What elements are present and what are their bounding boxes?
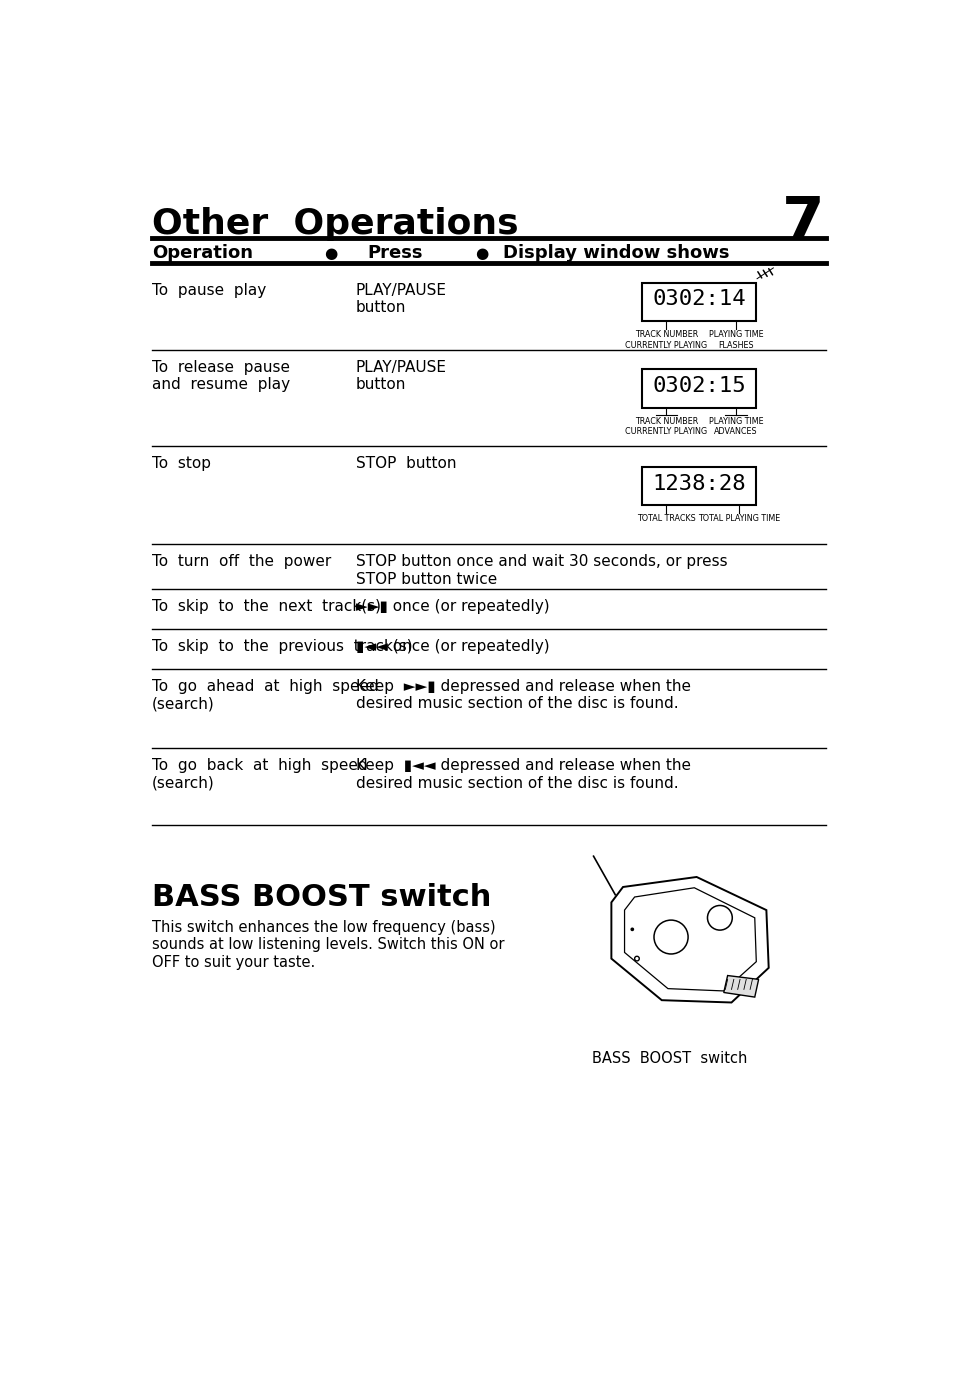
Text: To  turn  off  the  power: To turn off the power <box>152 554 331 569</box>
Text: Press: Press <box>367 244 422 262</box>
Bar <box>641 466 756 505</box>
Text: Other  Operations: Other Operations <box>152 207 517 241</box>
Text: STOP button once and wait 30 seconds, or press
STOP button twice: STOP button once and wait 30 seconds, or… <box>355 554 726 587</box>
Text: To  release  pause
and  resume  play: To release pause and resume play <box>152 359 290 393</box>
Text: To  skip  to  the  previous  track(s): To skip to the previous track(s) <box>152 639 412 654</box>
Text: PLAY/PAUSE
button: PLAY/PAUSE button <box>355 359 446 393</box>
Text: STOP  button: STOP button <box>355 455 456 470</box>
Text: 0302:15: 0302:15 <box>652 376 745 397</box>
Text: 1238:28: 1238:28 <box>652 473 745 494</box>
Text: ●: ● <box>324 245 337 260</box>
Text: To  go  ahead  at  high  speed
(search): To go ahead at high speed (search) <box>152 679 378 711</box>
Text: To  stop: To stop <box>152 455 211 470</box>
Bar <box>641 283 756 322</box>
Text: To  go  back  at  high  speed
(search): To go back at high speed (search) <box>152 759 367 791</box>
Text: TOTAL PLAYING TIME: TOTAL PLAYING TIME <box>698 514 780 523</box>
Text: This switch enhances the low frequency (bass)
sounds at low listening levels. Sw: This switch enhances the low frequency (… <box>152 920 504 970</box>
Text: BASS  BOOST  switch: BASS BOOST switch <box>592 1051 746 1066</box>
Text: PLAYING TIME
ADVANCES: PLAYING TIME ADVANCES <box>708 418 762 436</box>
Text: TRACK NUMBER
CURRENTLY PLAYING: TRACK NUMBER CURRENTLY PLAYING <box>624 330 707 349</box>
Text: BASS BOOST switch: BASS BOOST switch <box>152 883 491 912</box>
Text: Operation: Operation <box>152 244 253 262</box>
Polygon shape <box>723 976 758 997</box>
Text: TOTAL TRACKS: TOTAL TRACKS <box>637 514 695 523</box>
Bar <box>641 369 756 408</box>
Text: To  skip  to  the  next  track(s): To skip to the next track(s) <box>152 599 380 614</box>
Text: Keep  ▮◄◄ depressed and release when the
desired music section of the disc is fo: Keep ▮◄◄ depressed and release when the … <box>355 759 690 791</box>
Text: To  pause  play: To pause play <box>152 283 266 298</box>
Circle shape <box>631 928 633 930</box>
Text: ►►▮ once (or repeatedly): ►►▮ once (or repeatedly) <box>355 599 549 614</box>
Text: 0302:14: 0302:14 <box>652 290 745 309</box>
Text: 7: 7 <box>781 193 823 253</box>
Text: ▮◄◄ once (or repeatedly): ▮◄◄ once (or repeatedly) <box>355 639 549 654</box>
Text: PLAY/PAUSE
button: PLAY/PAUSE button <box>355 283 446 315</box>
Text: Keep  ►►▮ depressed and release when the
desired music section of the disc is fo: Keep ►►▮ depressed and release when the … <box>355 679 690 711</box>
Text: Display window shows: Display window shows <box>502 244 729 262</box>
Text: TRACK NUMBER
CURRENTLY PLAYING: TRACK NUMBER CURRENTLY PLAYING <box>624 418 707 436</box>
Text: ●: ● <box>475 245 488 260</box>
Text: PLAYING TIME
FLASHES: PLAYING TIME FLASHES <box>708 330 762 349</box>
